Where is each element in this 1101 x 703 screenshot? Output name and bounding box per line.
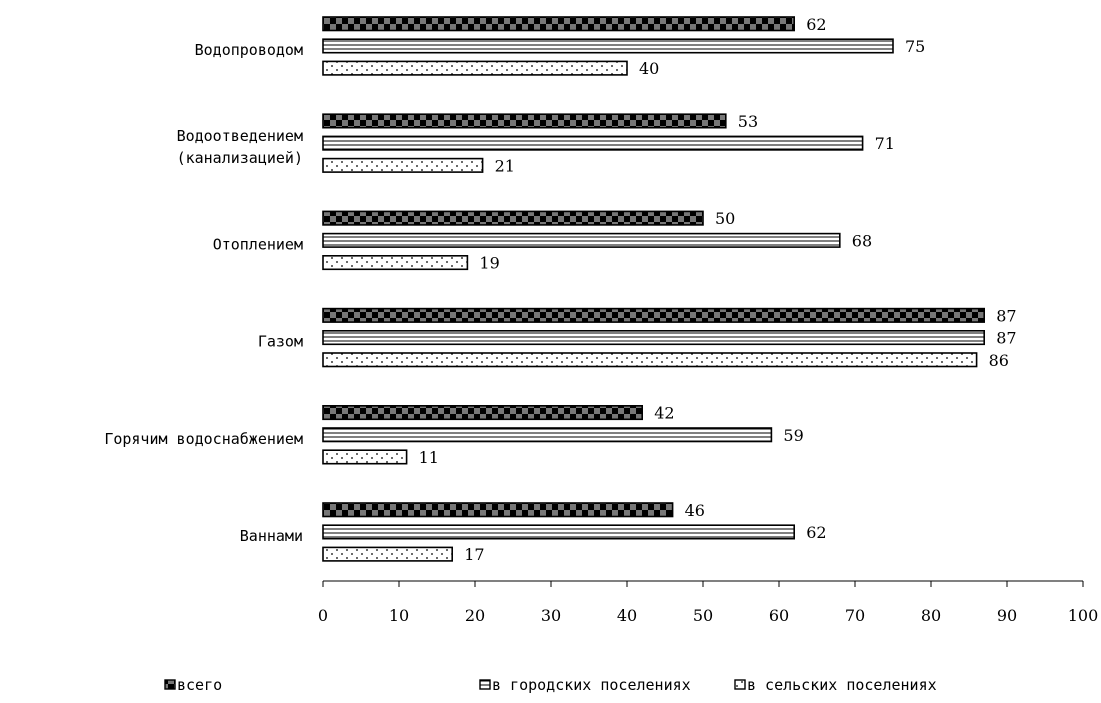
bar-3-1 [322,329,986,346]
x-tick-label-2: 20 [465,606,485,625]
bar-0-1 [322,38,894,54]
bar-4-2 [322,449,408,465]
legend-label-2: в сельских поселениях [747,676,937,694]
bar-3-0 [322,307,986,323]
bar-1-2 [322,157,484,173]
data-label-1-2: 21 [495,156,515,175]
data-label-0-2: 40 [639,59,659,78]
data-label-3-1: 87 [996,329,1016,348]
category-label-4-0: Горячим водоснабжением [104,430,303,448]
data-label-5-0: 46 [685,501,705,520]
bar-2-0 [322,210,704,226]
bar-2-2 [322,255,469,271]
x-tick-label-4: 40 [617,606,637,625]
data-label-5-2: 17 [464,545,484,564]
category-label-2-0: Отоплением [213,235,303,253]
x-tick-label-8: 80 [921,606,941,625]
x-tick-label-0: 0 [318,606,328,625]
x-tick-label-6: 60 [769,606,789,625]
category-label-5-0: Ваннами [240,527,303,545]
data-label-2-1: 68 [852,231,872,250]
category-label-3-0: Газом [258,333,303,351]
bar-1-1 [322,135,864,151]
legend-label-0: всего [177,676,222,694]
bar-0-2 [322,60,628,76]
bar-4-1 [322,427,773,443]
bar-5-1 [322,524,796,540]
x-tick-label-7: 70 [845,606,865,625]
bar-1-0 [322,113,727,129]
bar-4-0 [322,404,644,421]
x-tick-label-3: 30 [541,606,561,625]
data-label-3-2: 86 [989,351,1009,370]
category-label-1-1: (канализацией) [177,149,303,167]
legend: всего в городских поселениях в сельских по… [164,676,937,694]
category-label-0-0: Водопроводом [195,41,303,59]
bar-5-2 [322,546,453,562]
data-label-5-1: 62 [806,523,826,542]
bar-5-0 [322,502,674,518]
data-label-4-2: 11 [419,448,439,467]
legend-swatch-2 [734,679,746,690]
bar-2-1 [322,232,841,248]
legend-swatch-0 [164,679,176,690]
data-label-0-1: 75 [905,37,925,56]
x-tick-label-10: 100 [1068,606,1099,625]
data-label-2-0: 50 [715,209,735,228]
x-tick-label-5: 50 [693,606,713,625]
bar-3-2 [322,352,978,368]
data-label-1-1: 71 [875,134,895,153]
category-label-1-0: Водоотведением [177,127,303,145]
x-tick-label-9: 90 [997,606,1017,625]
category-labels: Водопроводом Водоотведением (канализацией)… [104,41,303,545]
data-label-0-0: 62 [806,15,826,34]
bars-group: 62 75 40 53 71 21 50 68 19 87 87 86 42 59 11 46 62 17 [322,15,1017,564]
data-label-4-1: 59 [783,426,803,445]
legend-swatch-1 [479,679,491,690]
x-tick-label-1: 10 [389,606,409,625]
data-label-1-0: 53 [738,112,758,131]
data-label-4-0: 42 [654,404,674,423]
data-label-3-0: 87 [996,306,1016,325]
legend-label-1: в городских поселениях [492,676,691,694]
data-label-2-2: 19 [479,254,499,273]
x-axis: 0 10 20 30 40 50 60 70 80 90 100 [318,580,1099,625]
bar-0-0 [322,16,796,32]
